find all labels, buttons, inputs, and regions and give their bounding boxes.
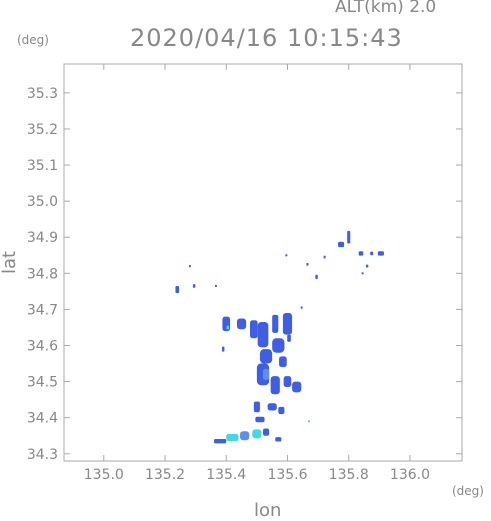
x-unit-label: (deg): [452, 484, 484, 498]
echo-cell: [253, 401, 260, 413]
echo-cell: [285, 254, 288, 257]
echo-cell: [279, 356, 287, 368]
y-tick-label: 34.5: [27, 375, 58, 391]
echo-cell: [282, 313, 293, 335]
echo-cell: [214, 438, 227, 444]
echo-cell: [222, 316, 231, 332]
echo-cell: [292, 381, 302, 393]
echo-cell: [323, 255, 326, 259]
echo-cell: [175, 285, 180, 294]
echo-cell: [257, 322, 269, 348]
echo-cell: [221, 346, 225, 352]
x-tick-label: 135.0: [84, 467, 124, 483]
echo-cell: [249, 320, 258, 339]
y-tick-label: 35.2: [27, 122, 58, 138]
plot-frame: [63, 63, 463, 462]
echo-cell: [263, 368, 270, 380]
y-tick-label: 35.3: [27, 86, 58, 102]
x-tick-label: 135.4: [206, 467, 246, 483]
echo-cell: [226, 325, 230, 330]
echo-cell: [267, 403, 277, 411]
echo-cell: [283, 376, 292, 388]
echo-cell: [240, 431, 250, 441]
echo-cell: [214, 284, 217, 288]
x-tick-label: 135.6: [267, 467, 307, 483]
echo-cell: [278, 406, 285, 415]
y-tick-label: 34.7: [27, 302, 58, 318]
x-tick-label: 136.0: [390, 467, 430, 483]
echo-cell: [287, 334, 291, 342]
echo-cell: [270, 376, 280, 395]
echo-cell: [263, 428, 270, 436]
echo-cell: [315, 274, 318, 280]
echo-cell: [308, 420, 311, 423]
echo-cell: [361, 272, 364, 275]
x-tick-label: 135.8: [329, 467, 369, 483]
y-unit-label: (deg): [17, 33, 49, 47]
timestamp-title: 2020/04/16 10:15:43: [130, 24, 403, 52]
echo-cell: [259, 349, 273, 364]
y-tick-label: 34.9: [27, 230, 58, 246]
x-tick-label: 135.2: [145, 467, 185, 483]
echo-cell: [275, 437, 282, 442]
y-tick-label: 35.0: [27, 194, 58, 210]
y-tick-label: 34.6: [27, 339, 58, 355]
echo-cell: [300, 306, 303, 309]
echo-cell: [377, 251, 384, 256]
echo-cell: [236, 318, 247, 330]
y-tick-label: 34.4: [27, 411, 58, 427]
echo-cell: [338, 241, 345, 248]
echo-cell: [272, 338, 285, 353]
echo-cell: [347, 230, 351, 244]
echo-cell: [226, 433, 239, 442]
echo-cell: [365, 264, 369, 268]
x-axis-label: lon: [254, 500, 282, 521]
altitude-label: ALT(km) 2.0: [335, 0, 437, 17]
echo-cell: [252, 429, 262, 439]
echo-cell: [272, 314, 279, 333]
echo-cell: [255, 416, 265, 423]
echo-cell: [370, 251, 374, 256]
y-tick-label: 34.8: [27, 266, 58, 282]
echo-cell: [188, 265, 191, 268]
echo-cell: [358, 251, 364, 256]
echo-cell: [192, 284, 196, 288]
echo-cell: [306, 262, 309, 266]
y-tick-label: 34.3: [27, 447, 58, 463]
y-tick-label: 35.1: [27, 158, 58, 174]
